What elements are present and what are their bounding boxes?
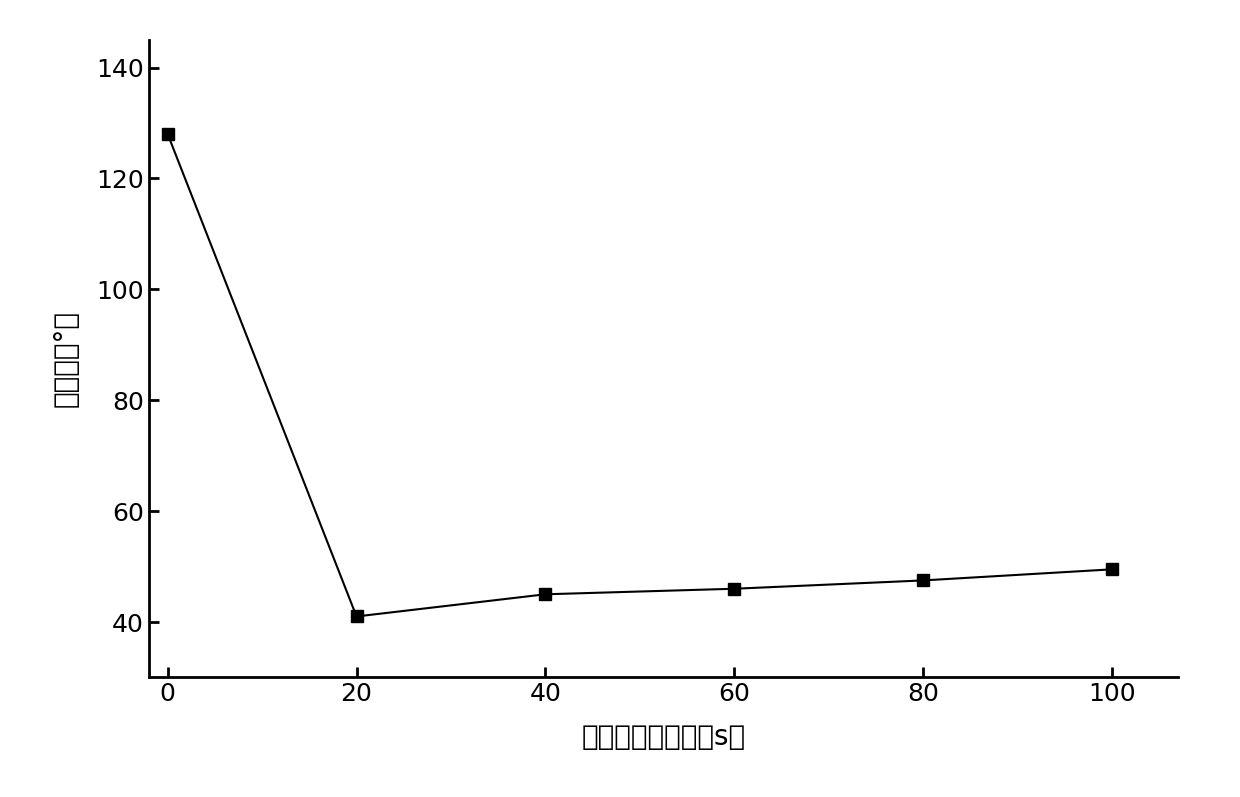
Y-axis label: 接触角（°）: 接触角（°） bbox=[52, 310, 79, 407]
X-axis label: 等离子处理时间（s）: 等离子处理时间（s） bbox=[582, 723, 745, 751]
